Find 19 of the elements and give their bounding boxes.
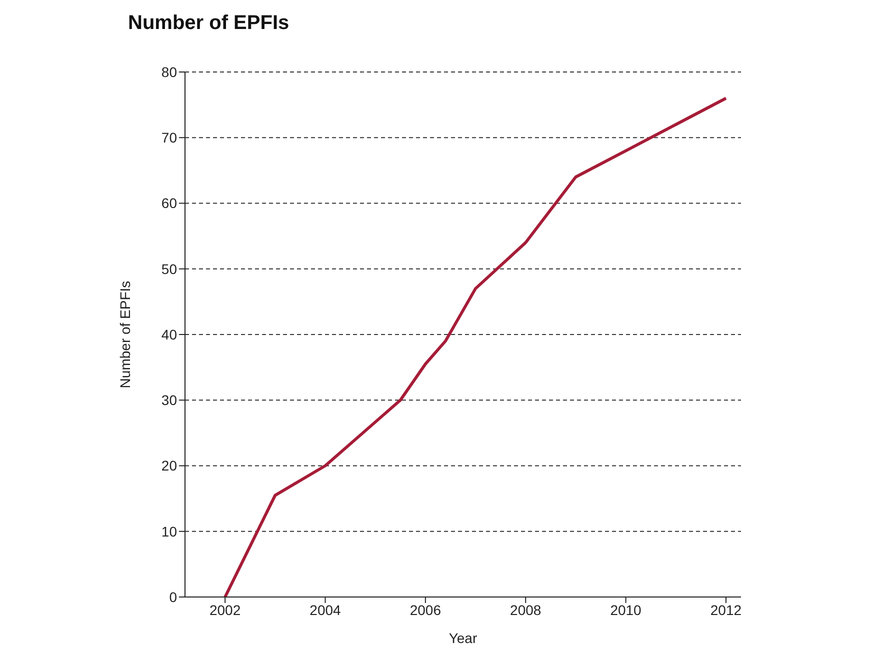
line-series [224,96,728,597]
x-axis-title: Year [448,630,478,646]
y-tick-label: 0 [169,588,178,605]
y-tick-label: 10 [161,523,178,540]
x-tick-label: 2012 [710,602,742,618]
x-tick-label: 2006 [410,602,442,618]
y-tick-label: 50 [161,260,178,277]
x-tick-label: 2008 [510,602,542,618]
x-tick-label: 2002 [209,602,241,618]
y-axis-title: Number of EPFIs [116,280,133,388]
y-tick-label: 30 [161,392,178,408]
chart-title: Number of EPFIs [128,12,290,35]
y-tick-label: 80 [161,64,178,80]
y-tick-label: 70 [161,130,178,146]
x-tick-label: 2010 [610,602,642,618]
y-tick-label: 20 [161,458,178,474]
y-tick-label: 40 [161,326,178,342]
y-tick-label: 60 [161,195,178,212]
x-tick-label: 2004 [310,602,342,618]
